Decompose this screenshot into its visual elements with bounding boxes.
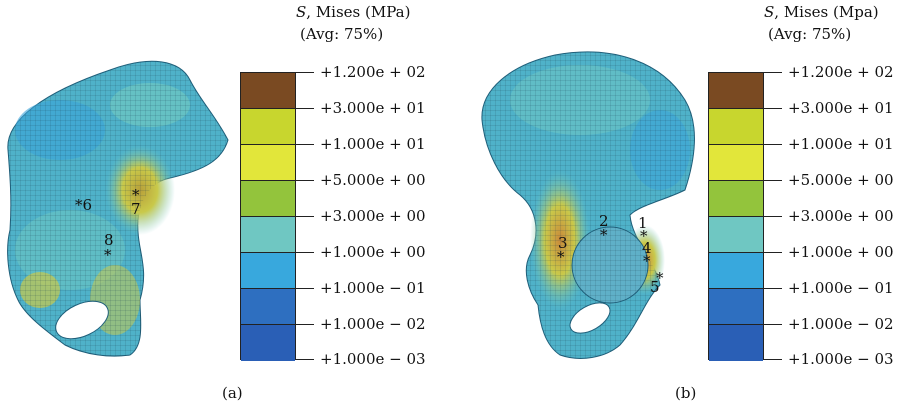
legend-tick: +1.000e − 03	[320, 350, 426, 368]
legend-swatch	[241, 325, 295, 361]
legend-tick: +1.000e − 02	[320, 315, 426, 333]
legend-swatch	[709, 325, 763, 361]
legend-tick: +3.000e + 01	[788, 99, 894, 117]
marker-1: 1	[638, 214, 648, 232]
legend-tick: +1.000e + 01	[320, 135, 426, 153]
legend-swatch	[241, 181, 295, 217]
marker-7-star: *	[132, 186, 140, 204]
legend-tick: +1.000e + 01	[788, 135, 894, 153]
marker-7: 7	[131, 200, 141, 218]
marker-4: 4	[642, 239, 652, 257]
marker-6: *6	[75, 196, 92, 214]
legend-tick: +1.000e − 03	[788, 350, 894, 368]
marker-5: 5	[650, 278, 660, 296]
marker-4-star: *	[643, 252, 651, 270]
obturator-foramen-b	[569, 302, 611, 334]
legend-tick: +3.000e + 00	[788, 207, 894, 225]
legend-swatch	[241, 217, 295, 253]
marker-8: 8	[104, 231, 114, 249]
legend-swatch	[709, 253, 763, 289]
marker-5-star: *	[656, 269, 664, 287]
legend-swatch	[241, 145, 295, 181]
legend-tick: +3.000e + 00	[320, 207, 426, 225]
legend-tick: +1.000e + 00	[320, 243, 426, 261]
legend-tick: +1.000e − 02	[788, 315, 894, 333]
panel-a: *6 * 7 8 * S, Mises (MPa) (Avg: 75%) +1.…	[0, 0, 460, 412]
legend-swatch	[709, 181, 763, 217]
legend-swatch	[709, 217, 763, 253]
legend-tick: +5.000e + 00	[788, 171, 894, 189]
color-legend-a	[240, 72, 296, 361]
marker-2-star: *	[600, 226, 608, 244]
legend-swatch	[709, 289, 763, 325]
pelvis-model-b: 1 * 2 * 3 * 4 * 5 *	[481, 51, 695, 359]
legend-tick: +1.000e − 01	[320, 279, 426, 297]
pelvis-model-a: *6 * 7 8 *	[7, 60, 229, 357]
legend-swatch	[241, 253, 295, 289]
legend-swatch	[241, 289, 295, 325]
legend-tick: +5.000e + 00	[320, 171, 426, 189]
marker-3: 3	[558, 234, 568, 252]
legend-swatch	[709, 145, 763, 181]
legend-tick: +1.200e + 02	[320, 63, 426, 81]
caption-b: (b)	[675, 384, 697, 402]
legend-tick: +1.000e − 01	[788, 279, 894, 297]
legend-tick: +1.000e + 00	[788, 243, 894, 261]
legend-swatch	[241, 109, 295, 145]
obturator-foramen-a	[55, 300, 109, 340]
legend-swatch	[709, 109, 763, 145]
legend-subtitle-b: (Avg: 75%)	[768, 25, 852, 43]
marker-3-star: *	[557, 248, 565, 266]
marker-8-star: *	[104, 246, 112, 264]
legend-swatch	[709, 73, 763, 109]
legend-subtitle-a: (Avg: 75%)	[300, 25, 384, 43]
legend-title-a: S, Mises (MPa)	[296, 3, 411, 21]
legend-title-b: S, Mises (Mpa)	[764, 3, 879, 21]
marker-2: 2	[599, 212, 609, 230]
legend-swatch	[241, 73, 295, 109]
marker-1-star: *	[640, 227, 648, 245]
legend-tick: +1.200e + 02	[788, 63, 894, 81]
panel-b: 1 * 2 * 3 * 4 * 5 * S, Mises (Mpa) (Avg:…	[460, 0, 921, 412]
legend-tick: +3.000e + 01	[320, 99, 426, 117]
color-legend-b	[708, 72, 764, 361]
caption-a: (a)	[222, 384, 243, 402]
